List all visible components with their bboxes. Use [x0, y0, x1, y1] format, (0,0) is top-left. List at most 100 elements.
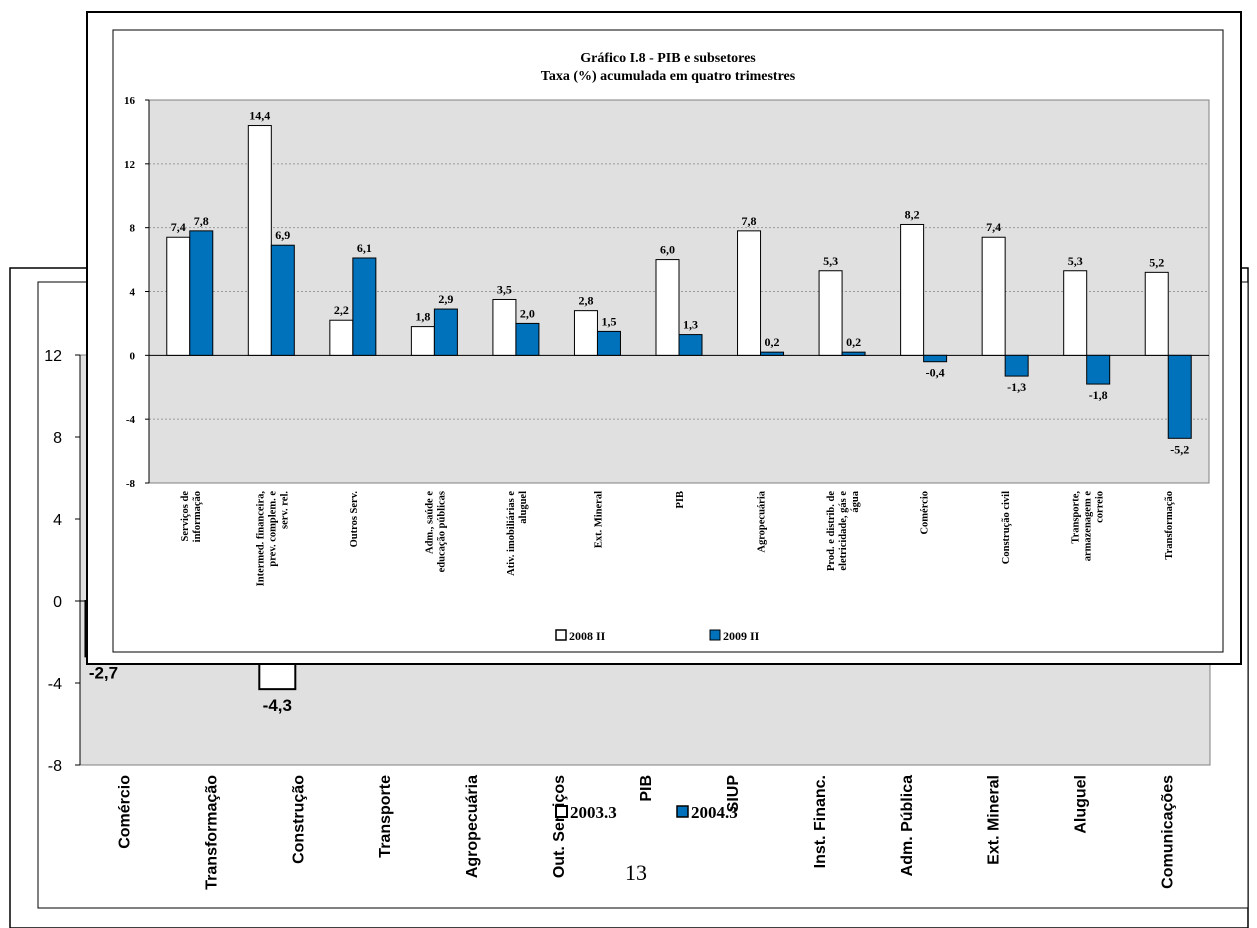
legend-swatch-2009-ii [709, 629, 721, 641]
bar-2009-ii [596, 330, 621, 356]
bar-label-2008-ii: 3,5 [497, 282, 512, 296]
bar-2008-ii [492, 298, 517, 356]
bar-2008-ii [1063, 270, 1088, 356]
y-tick-label: 8 [53, 430, 62, 447]
bar-2008-ii [737, 230, 762, 356]
bar-2008-ii [981, 236, 1006, 356]
y-tick-label: 8 [130, 223, 136, 235]
bar-2008-ii [166, 236, 191, 356]
x-tick-label: Adm. Pública [899, 775, 916, 876]
y-tick-label: 16 [124, 95, 136, 107]
bar-label-2008-ii: 5,2 [1149, 255, 1164, 269]
x-category-label: Transporte, [1071, 491, 1082, 544]
bar-label-2009-ii: 1,5 [601, 314, 616, 328]
x-tick-label: Agropecuária [464, 775, 481, 878]
legend-label-2003-3: 2003.3 [570, 803, 617, 822]
bar-2009-ii [841, 351, 866, 356]
page-number: 13 [625, 860, 647, 885]
x-category-label: Adm., saúde e [424, 491, 435, 554]
x-category-label: Agropecuária [757, 490, 768, 552]
bar-label-2008-ii: 7,8 [742, 214, 757, 228]
x-tick-label: Transporte [377, 775, 394, 858]
x-category-label: Ativ. imobiliárias e [506, 491, 517, 576]
x-tick-label: Comércio [116, 775, 133, 849]
x-category-label: água [850, 490, 861, 512]
y-tick-label: -8 [126, 478, 136, 490]
bar-label-2008-ii: 1,8 [415, 310, 430, 324]
bar-label-2008-ii: 6,0 [660, 243, 675, 257]
legend-swatch-2008-ii [555, 629, 567, 641]
chart-subtitle: Taxa (%) acumulada em quatro trimestres [541, 69, 796, 84]
x-tick-label: Transformação [203, 775, 220, 890]
bar-2008-ii [655, 259, 680, 356]
bar-label-2008-ii: 2,2 [334, 303, 349, 317]
bar-2008-ii [1144, 271, 1169, 356]
x-category-label: Comércio [920, 491, 931, 535]
bar-data-label: -2,7 [89, 663, 118, 682]
bar-2009-ii [270, 244, 295, 356]
x-category-label: PIB [675, 491, 686, 509]
x-category-label: Prod. e distrib. de [826, 491, 837, 571]
bar-label-2009-ii: -0,4 [926, 366, 945, 380]
bar-2009-ii [678, 334, 703, 356]
bar-label-2008-ii: 5,3 [1068, 254, 1083, 268]
x-category-label: Serviços de [180, 491, 191, 542]
legend-label-2008-ii: 2008 II [569, 629, 606, 643]
x-category-label: Ext. Mineral [593, 491, 604, 548]
bar-label-2009-ii: 2,9 [438, 292, 453, 306]
y-tick-label: 12 [44, 348, 62, 365]
x-category-label: Construção civil [1001, 491, 1012, 564]
bar-label-2009-ii: 6,9 [275, 228, 290, 242]
bar-2009-ii [923, 354, 948, 363]
bar-label-2009-ii: 7,8 [194, 214, 209, 228]
x-category-label: Intermed. financeira, [255, 491, 266, 587]
bar-2009-ii [515, 322, 540, 356]
x-tick-label: Inst. Financ. [812, 775, 829, 868]
bar-label-2009-ii: -1,3 [1007, 380, 1026, 394]
legend-label-2009-ii: 2009 II [723, 629, 760, 643]
x-tick-label: Ext. Mineral [986, 775, 1003, 865]
bar-label-2009-ii: -1,8 [1089, 388, 1108, 402]
x-category-label: correio [1095, 491, 1106, 523]
bar-label-2008-ii: 2,8 [578, 294, 593, 308]
bar-2009-ii [1004, 354, 1029, 377]
bar-2008-ii [410, 326, 435, 356]
y-tick-label: 0 [53, 594, 62, 611]
legend-label-2004-3: 2004.3 [691, 803, 738, 822]
x-category-label: informação [192, 491, 203, 542]
legend-swatch-2003-3 [555, 805, 568, 818]
bar-2008-ii [329, 319, 354, 356]
bar-label-2008-ii: 8,2 [905, 207, 920, 221]
chart-title: Gráfico I.8 - PIB e subsetores [580, 51, 756, 66]
x-category-label: aluguel [518, 491, 529, 524]
bar-label-2008-ii: 5,3 [823, 254, 838, 268]
x-tick-label: PIB [638, 775, 655, 802]
y-tick-label: 12 [124, 159, 136, 171]
x-tick-label: Out. Serviços [551, 775, 568, 878]
x-category-label: serv. rel. [279, 491, 290, 529]
bar-2008-ii [818, 270, 843, 356]
bar-2008-ii [247, 125, 272, 356]
y-tick-label: 0 [130, 350, 136, 362]
bar-2009-ii [352, 257, 377, 356]
x-tick-label: SIUP [725, 775, 742, 813]
x-category-label: Transformação [1164, 491, 1175, 560]
y-tick-label: 4 [130, 287, 136, 299]
x-category-label: armazenagem e [1083, 491, 1094, 562]
bar-2009-ii [433, 308, 458, 356]
bar-label-2009-ii: 0,2 [765, 335, 780, 349]
y-tick-label: -8 [48, 758, 62, 775]
y-tick-label: 4 [53, 512, 62, 529]
bar-2009-ii [760, 351, 785, 356]
bar-label-2008-ii: 7,4 [986, 220, 1001, 234]
bar-label-2009-ii: 0,2 [846, 335, 861, 349]
x-category-label: prev. complem. e [267, 491, 278, 567]
x-tick-label: Construção [290, 775, 307, 864]
foreground-chart: Gráfico I.8 - PIB e subsetores Taxa (%) a… [86, 11, 1242, 665]
bar-label-2008-ii: 14,4 [249, 109, 270, 123]
x-tick-label: Aluguel [1073, 775, 1090, 834]
bar-label-2009-ii: -5,2 [1170, 442, 1189, 456]
y-tick-label: -4 [126, 414, 136, 426]
x-category-label: Outros Serv. [349, 491, 360, 548]
